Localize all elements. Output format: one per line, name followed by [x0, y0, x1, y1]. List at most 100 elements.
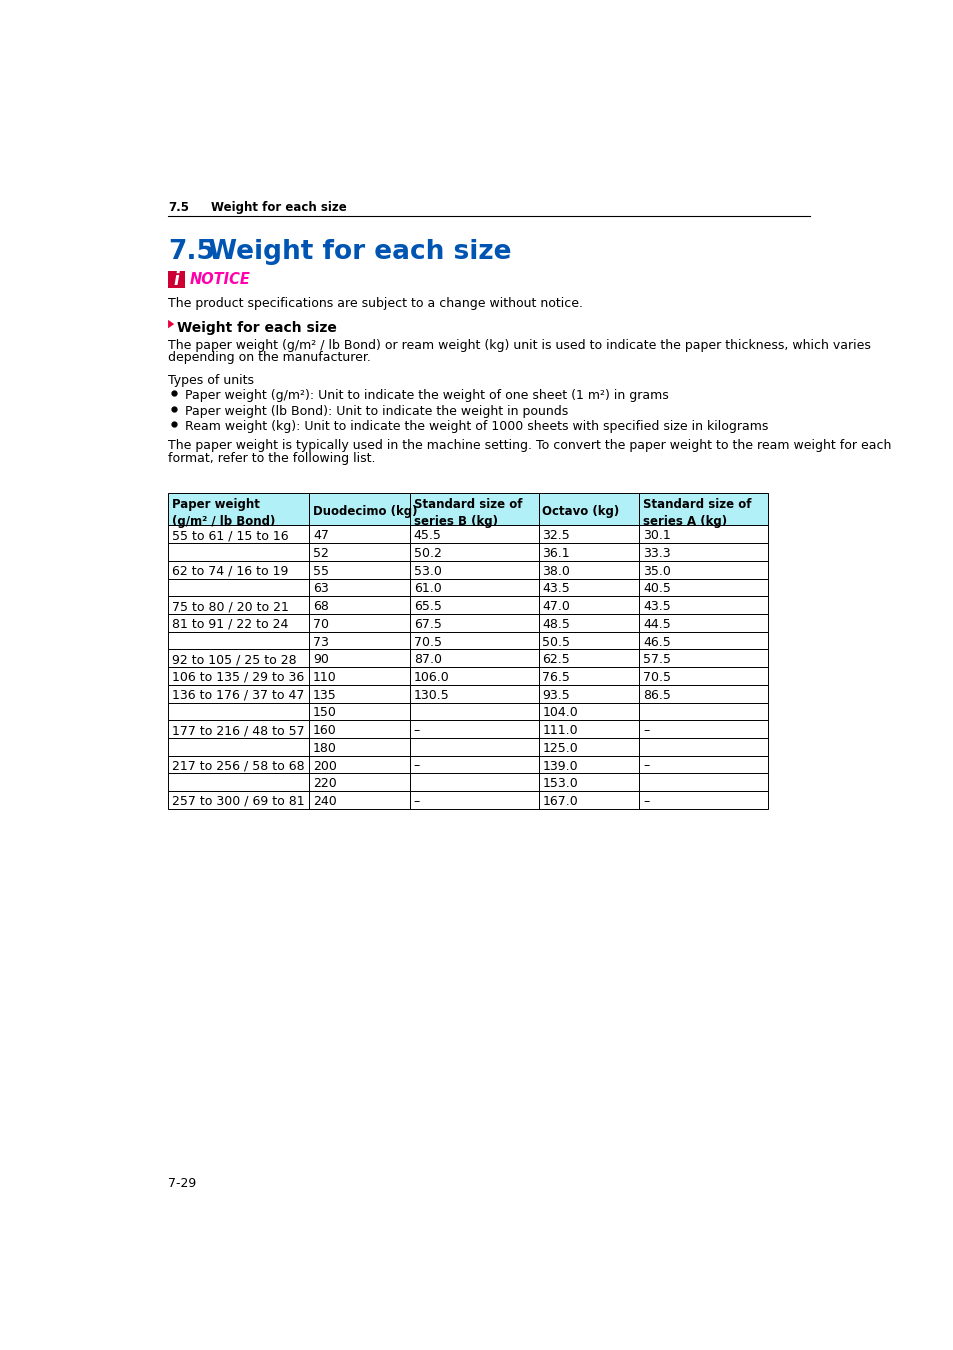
Text: –: –: [642, 724, 649, 737]
Text: 160: 160: [313, 724, 336, 737]
Text: 90: 90: [313, 653, 329, 667]
FancyBboxPatch shape: [168, 684, 309, 702]
Text: 73: 73: [313, 636, 329, 648]
FancyBboxPatch shape: [639, 791, 767, 809]
Text: 150: 150: [313, 706, 336, 720]
FancyBboxPatch shape: [639, 525, 767, 543]
Text: 44.5: 44.5: [642, 618, 670, 630]
Text: The product specifications are subject to a change without notice.: The product specifications are subject t…: [168, 297, 582, 309]
Text: Weight for each size: Weight for each size: [211, 201, 346, 213]
FancyBboxPatch shape: [639, 774, 767, 791]
FancyBboxPatch shape: [537, 543, 639, 560]
FancyBboxPatch shape: [537, 560, 639, 579]
Text: 30.1: 30.1: [642, 529, 670, 543]
FancyBboxPatch shape: [168, 493, 309, 525]
FancyBboxPatch shape: [639, 667, 767, 684]
FancyBboxPatch shape: [168, 738, 309, 756]
Text: 92 to 105 / 25 to 28: 92 to 105 / 25 to 28: [172, 653, 296, 667]
FancyBboxPatch shape: [168, 614, 309, 632]
Text: 76.5: 76.5: [542, 671, 570, 684]
Text: 220: 220: [313, 778, 336, 790]
FancyBboxPatch shape: [168, 774, 309, 791]
FancyBboxPatch shape: [639, 560, 767, 579]
FancyBboxPatch shape: [168, 756, 309, 774]
Text: 111.0: 111.0: [542, 724, 578, 737]
Text: 47: 47: [313, 529, 329, 543]
Text: 86.5: 86.5: [642, 688, 670, 702]
Text: 47.0: 47.0: [542, 601, 570, 613]
Text: Types of units: Types of units: [168, 374, 253, 386]
Text: 38.0: 38.0: [542, 564, 570, 578]
Text: 106.0: 106.0: [414, 671, 449, 684]
Text: 68: 68: [313, 601, 329, 613]
Text: 136 to 176 / 37 to 47: 136 to 176 / 37 to 47: [172, 688, 304, 702]
FancyBboxPatch shape: [168, 632, 309, 649]
Text: 62 to 74 / 16 to 19: 62 to 74 / 16 to 19: [172, 564, 288, 578]
FancyBboxPatch shape: [410, 649, 537, 667]
Text: Weight for each size: Weight for each size: [208, 239, 512, 265]
FancyBboxPatch shape: [410, 791, 537, 809]
Text: 55: 55: [313, 564, 329, 578]
FancyBboxPatch shape: [309, 614, 410, 632]
FancyBboxPatch shape: [168, 667, 309, 684]
Text: Standard size of
series A (kg): Standard size of series A (kg): [642, 498, 751, 528]
FancyBboxPatch shape: [410, 543, 537, 560]
FancyBboxPatch shape: [309, 632, 410, 649]
Text: 65.5: 65.5: [414, 601, 441, 613]
FancyBboxPatch shape: [410, 738, 537, 756]
Text: 240: 240: [313, 795, 336, 807]
FancyBboxPatch shape: [410, 525, 537, 543]
Text: 70.5: 70.5: [642, 671, 671, 684]
Text: –: –: [642, 760, 649, 772]
Text: Standard size of
series B (kg): Standard size of series B (kg): [414, 498, 521, 528]
FancyBboxPatch shape: [410, 579, 537, 597]
Text: 48.5: 48.5: [542, 618, 570, 630]
Text: 167.0: 167.0: [542, 795, 578, 807]
FancyBboxPatch shape: [537, 774, 639, 791]
Text: –: –: [642, 795, 649, 807]
FancyBboxPatch shape: [168, 702, 309, 721]
FancyBboxPatch shape: [309, 721, 410, 738]
Text: 75 to 80 / 20 to 21: 75 to 80 / 20 to 21: [172, 601, 289, 613]
Text: 139.0: 139.0: [542, 760, 578, 772]
FancyBboxPatch shape: [168, 525, 309, 543]
FancyBboxPatch shape: [639, 493, 767, 525]
FancyBboxPatch shape: [639, 614, 767, 632]
FancyBboxPatch shape: [410, 667, 537, 684]
FancyBboxPatch shape: [639, 721, 767, 738]
FancyBboxPatch shape: [537, 702, 639, 721]
Text: Ream weight (kg): Unit to indicate the weight of 1000 sheets with specified size: Ream weight (kg): Unit to indicate the w…: [185, 420, 768, 433]
FancyBboxPatch shape: [168, 649, 309, 667]
FancyBboxPatch shape: [309, 791, 410, 809]
FancyBboxPatch shape: [309, 543, 410, 560]
FancyBboxPatch shape: [410, 702, 537, 721]
FancyBboxPatch shape: [537, 667, 639, 684]
Text: –: –: [414, 795, 419, 807]
Text: 46.5: 46.5: [642, 636, 670, 648]
Text: 55 to 61 / 15 to 16: 55 to 61 / 15 to 16: [172, 529, 288, 543]
FancyBboxPatch shape: [309, 493, 410, 525]
Text: Octavo (kg): Octavo (kg): [542, 505, 619, 517]
Text: –: –: [414, 760, 419, 772]
Text: 257 to 300 / 69 to 81: 257 to 300 / 69 to 81: [172, 795, 304, 807]
FancyBboxPatch shape: [309, 756, 410, 774]
Polygon shape: [168, 320, 174, 328]
FancyBboxPatch shape: [639, 597, 767, 614]
FancyBboxPatch shape: [537, 614, 639, 632]
FancyBboxPatch shape: [537, 525, 639, 543]
FancyBboxPatch shape: [309, 774, 410, 791]
Text: Weight for each size: Weight for each size: [177, 320, 336, 335]
FancyBboxPatch shape: [410, 614, 537, 632]
FancyBboxPatch shape: [309, 579, 410, 597]
FancyBboxPatch shape: [537, 579, 639, 597]
FancyBboxPatch shape: [410, 493, 537, 525]
FancyBboxPatch shape: [639, 649, 767, 667]
Text: 43.5: 43.5: [542, 582, 570, 595]
Text: 130.5: 130.5: [414, 688, 449, 702]
Text: 70: 70: [313, 618, 329, 630]
FancyBboxPatch shape: [639, 543, 767, 560]
FancyBboxPatch shape: [309, 702, 410, 721]
FancyBboxPatch shape: [168, 271, 185, 289]
Text: The paper weight (g/m² / lb Bond) or ream weight (kg) unit is used to indicate t: The paper weight (g/m² / lb Bond) or rea…: [168, 339, 870, 352]
FancyBboxPatch shape: [639, 756, 767, 774]
